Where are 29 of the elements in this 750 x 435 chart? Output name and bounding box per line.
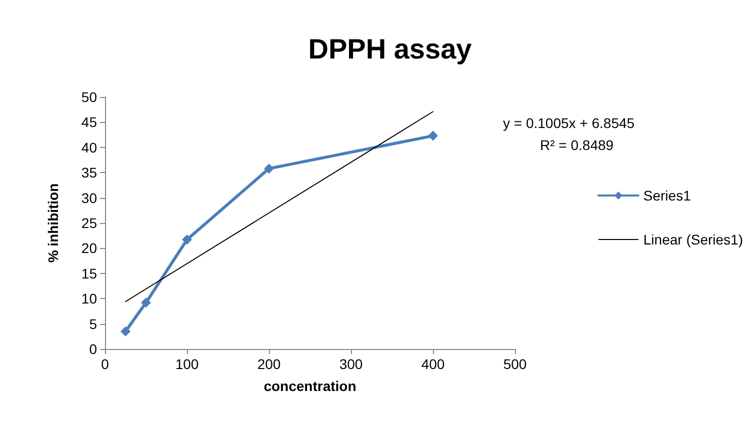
y-tick-label: 0 [89,341,98,357]
y-tick-label: 10 [81,290,98,307]
point [264,164,274,174]
point [141,298,151,308]
x-tick-label: 200 [257,356,281,372]
chart-title: DPPH assay [308,34,472,64]
y-tick-label: 25 [81,215,98,231]
legend-label: Series1 [643,188,692,204]
point [428,130,438,141]
x-tick-label: 0 [101,356,110,372]
x-tick-label: 500 [503,356,527,372]
x-tick-label: 300 [339,356,363,372]
legend-label: Linear (Series1) [643,232,744,248]
point [120,326,130,336]
x-tick-label: 100 [175,356,199,372]
y-tick-label: 50 [81,89,98,105]
y-tick-label: 5 [89,316,98,332]
y-tick-label: 45 [81,114,98,130]
text: R² = 0.8489 [540,137,614,153]
y-tick-label: 35 [81,164,98,181]
y-axis-title: % inhibition [45,183,61,263]
y-tick-label: 30 [81,190,98,206]
annotation: y = 0.1005x + 6.8545 [503,115,635,131]
y-tick-label: 20 [81,240,98,256]
x-tick-label: 400 [421,356,445,372]
x-axis-title: concentration [264,378,356,394]
y-tick-label: 15 [81,265,98,282]
point [182,234,192,245]
y-tick-label: 40 [81,139,98,156]
